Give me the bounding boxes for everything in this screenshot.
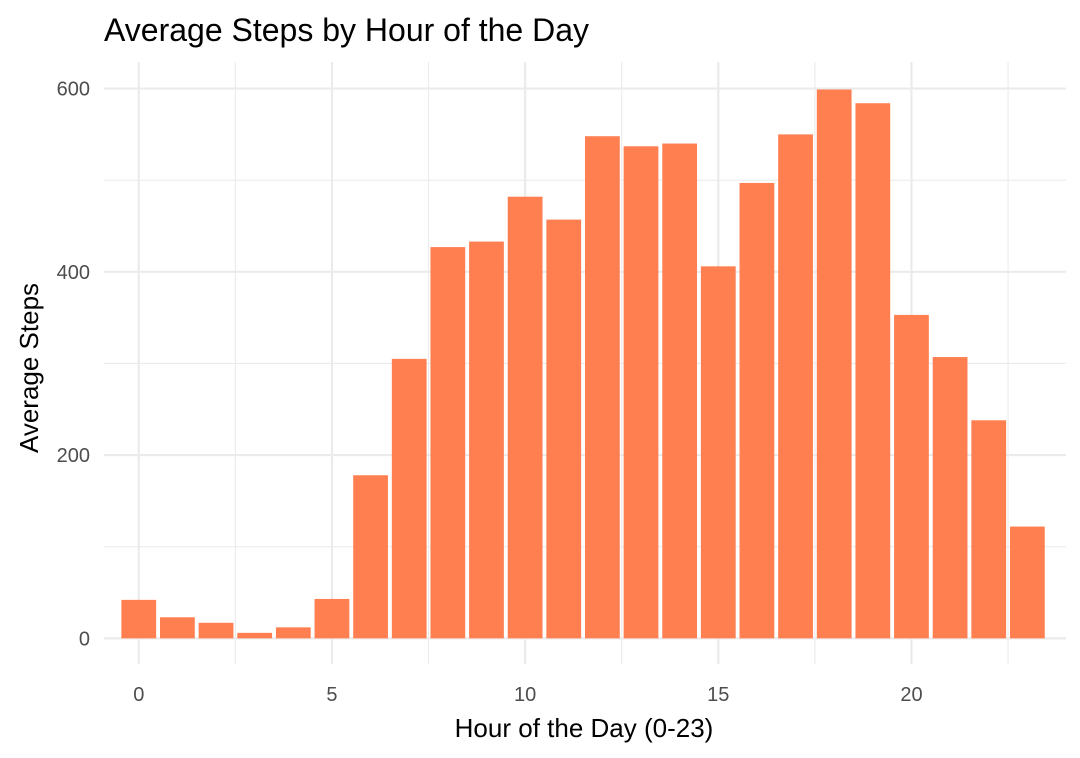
bar-hour-6 xyxy=(353,475,388,639)
bar-hour-19 xyxy=(855,103,891,639)
chart-title: Average Steps by Hour of the Day xyxy=(104,12,589,48)
x-tick-label: 5 xyxy=(326,684,337,706)
bar-hour-23 xyxy=(1009,526,1045,639)
y-axis-ticks: 0 200 400 600 xyxy=(57,79,90,651)
x-tick-label: 0 xyxy=(133,684,144,706)
bar-hour-13 xyxy=(623,146,659,639)
bar-hour-18 xyxy=(816,89,852,639)
bar-hour-17 xyxy=(778,134,813,639)
bar-hour-2 xyxy=(198,622,234,639)
bar-hour-14 xyxy=(662,143,698,639)
bar-hour-21 xyxy=(932,357,968,639)
y-tick-label: 400 xyxy=(57,262,90,284)
x-tick-label: 15 xyxy=(707,684,729,706)
bar-hour-4 xyxy=(275,627,311,639)
y-tick-label: 600 xyxy=(57,79,90,101)
y-axis-title: Average Steps xyxy=(14,283,44,453)
y-tick-label: 200 xyxy=(57,445,90,467)
x-axis-title: Hour of the Day (0-23) xyxy=(455,713,714,743)
bar-hour-20 xyxy=(894,314,929,639)
y-tick-label: 0 xyxy=(79,628,90,650)
bar-hour-9 xyxy=(469,241,504,639)
bar-hour-12 xyxy=(585,136,620,639)
bar-hour-3 xyxy=(237,632,273,639)
bar-hour-22 xyxy=(971,420,1007,639)
bar-hour-10 xyxy=(507,196,543,639)
bar-hour-16 xyxy=(739,182,775,639)
bar-hour-11 xyxy=(546,219,582,639)
bar-hour-5 xyxy=(314,598,350,639)
x-axis-ticks: 0 5 10 15 20 xyxy=(133,684,922,706)
bar-hour-8 xyxy=(430,247,466,639)
x-tick-label: 20 xyxy=(900,684,922,706)
bar-hour-1 xyxy=(160,617,195,639)
bar-hour-7 xyxy=(391,358,427,639)
x-tick-label: 10 xyxy=(514,684,536,706)
bars xyxy=(121,89,1045,639)
bar-hour-0 xyxy=(121,599,157,639)
bar-hour-15 xyxy=(700,266,736,639)
